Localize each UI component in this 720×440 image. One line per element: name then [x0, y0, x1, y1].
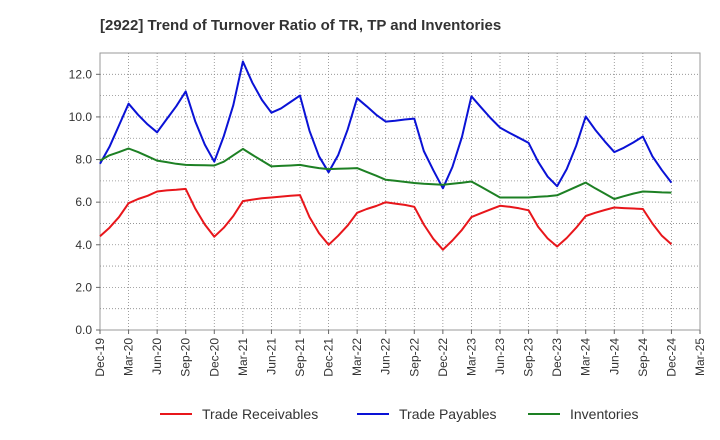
- x-axis: Dec-19 Mar-20 Jun-20 Sep-20 Dec-20 Mar-21 Jun-…: [93, 330, 707, 377]
- y-tick-label: 12.0: [69, 67, 93, 81]
- series-lines: [99, 60, 673, 251]
- x-tick-label: Dec-19: [93, 338, 107, 377]
- x-tick-label: Sep-22: [407, 338, 421, 377]
- y-tick-label: 0.0: [75, 323, 92, 337]
- x-tick-label: Dec-24: [664, 338, 678, 377]
- x-tick-label: Sep-24: [636, 338, 650, 377]
- x-tick-label: Jun-24: [607, 338, 621, 375]
- y-tick-label: 4.0: [75, 238, 92, 252]
- series-line-inventories: [99, 147, 672, 200]
- x-tick-label: Sep-23: [522, 338, 536, 377]
- x-tick-label: Sep-21: [293, 338, 307, 377]
- x-tick-label: Dec-23: [550, 338, 564, 377]
- x-tick-label: Dec-21: [322, 338, 336, 377]
- x-tick-label: Mar-25: [693, 338, 707, 376]
- series-line-trade-payables: [99, 60, 673, 190]
- x-tick-label: Dec-20: [207, 338, 221, 377]
- plot-area: [99, 52, 701, 331]
- x-tick-label: Mar-21: [236, 338, 250, 376]
- x-tick-label: Dec-22: [436, 338, 450, 377]
- x-tick-label: Jun-21: [264, 338, 278, 375]
- x-tick-label: Mar-20: [122, 338, 136, 376]
- x-tick-label: Jun-20: [150, 338, 164, 375]
- y-axis: 0.0 2.0 4.0 6.0 8.0 10.0 12.0: [69, 67, 100, 337]
- x-tick-label: Jun-22: [379, 338, 393, 375]
- y-tick-label: 10.0: [69, 110, 93, 124]
- series-line-trade-receivables: [99, 187, 673, 251]
- x-tick-label: Sep-20: [179, 338, 193, 377]
- legend-label: Trade Payables: [399, 406, 497, 422]
- legend-label: Inventories: [570, 406, 638, 422]
- legend: Trade Receivables Trade Payables Inventori…: [160, 406, 638, 422]
- legend-label: Trade Receivables: [202, 406, 318, 422]
- plot-frame: [99, 52, 701, 331]
- x-tick-label: Mar-23: [464, 338, 478, 376]
- y-tick-label: 8.0: [75, 153, 92, 167]
- chart-title: [2922] Trend of Turnover Ratio of TR, TP…: [100, 17, 501, 34]
- y-tick-label: 6.0: [75, 195, 92, 209]
- x-tick-label: Mar-24: [579, 338, 593, 376]
- y-tick-label: 2.0: [75, 280, 92, 294]
- x-tick-label: Mar-22: [350, 338, 364, 376]
- x-tick-label: Jun-23: [493, 338, 507, 375]
